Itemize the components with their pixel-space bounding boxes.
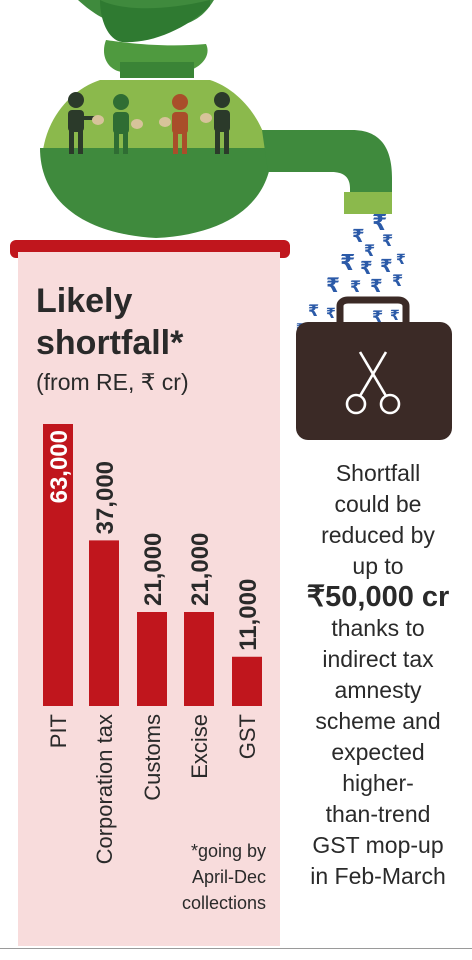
rupee-icon: ₹ xyxy=(396,252,406,268)
chart-subtitle: (from RE, ₹ cr) xyxy=(36,369,189,395)
scissors-icon xyxy=(345,351,401,415)
rupee-icon: ₹ xyxy=(380,256,393,277)
rupee-icon: ₹ xyxy=(326,273,340,297)
side-note-line: than-trend xyxy=(325,801,431,827)
bar xyxy=(43,424,73,706)
rupee-icon: ₹ xyxy=(382,231,393,250)
category-label: PIT xyxy=(46,714,71,748)
bar xyxy=(184,612,214,706)
footnote: *going by April-Dec collections xyxy=(148,838,266,916)
side-note-line: GST mop-up xyxy=(312,832,444,858)
rupee-icon: ₹ xyxy=(326,306,336,322)
person-icon xyxy=(68,92,230,154)
side-note-line: indirect tax xyxy=(322,646,434,672)
category-label: Customs xyxy=(140,714,165,801)
bar-value-label: 21,000 xyxy=(140,533,167,606)
side-note: Shortfall could be reduced by up to ₹50,… xyxy=(290,458,466,892)
side-note-line: Shortfall xyxy=(335,460,421,486)
side-note-line: expected xyxy=(331,739,425,765)
bar xyxy=(89,540,119,706)
side-note-line: higher- xyxy=(342,770,414,796)
bar xyxy=(137,612,167,706)
side-note-line: up to xyxy=(352,553,404,579)
rupee-icon: ₹ xyxy=(364,241,375,260)
footnote-line: collections xyxy=(181,893,266,913)
side-note-line: amnesty xyxy=(334,677,422,703)
bar xyxy=(232,656,262,706)
footnote-line: April-Dec xyxy=(191,867,266,887)
side-note-line: could be xyxy=(334,491,422,517)
rupee-icon: ₹ xyxy=(350,277,361,296)
briefcase-icon xyxy=(296,296,452,440)
side-note-highlight: ₹50,000 cr xyxy=(306,581,450,613)
rupee-icon: ₹ xyxy=(372,307,383,326)
rupee-icon: ₹ xyxy=(352,226,365,247)
footnote-line: *going by xyxy=(190,841,266,861)
bar-value-label: 11,000 xyxy=(235,579,262,651)
category-label: Corporation tax xyxy=(92,714,117,864)
bottom-divider xyxy=(0,948,472,949)
side-note-line: thanks to xyxy=(331,615,425,641)
bar-value-label: 21,000 xyxy=(187,533,214,606)
chart-title: Likely shortfall* xyxy=(36,282,184,362)
rupee-icon: ₹ xyxy=(340,251,355,276)
rupee-icon: ₹ xyxy=(372,211,387,236)
rupee-icon: ₹ xyxy=(390,308,400,324)
rupee-icon: ₹ xyxy=(360,258,373,279)
side-note-line: in Feb-March xyxy=(310,863,446,889)
category-label: GST xyxy=(235,714,260,759)
bar-value-label: 63,000 xyxy=(46,430,73,503)
category-label: Excise xyxy=(187,714,212,779)
rupee-icon: ₹ xyxy=(308,301,319,320)
rupee-icon: ₹ xyxy=(392,271,403,290)
title-asterisk: * xyxy=(170,324,184,362)
rupee-icon: ₹ xyxy=(370,276,383,297)
side-note-line: scheme and xyxy=(315,708,441,734)
bar-value-label: 37,000 xyxy=(92,461,119,534)
side-note-line: reduced by xyxy=(321,522,435,548)
